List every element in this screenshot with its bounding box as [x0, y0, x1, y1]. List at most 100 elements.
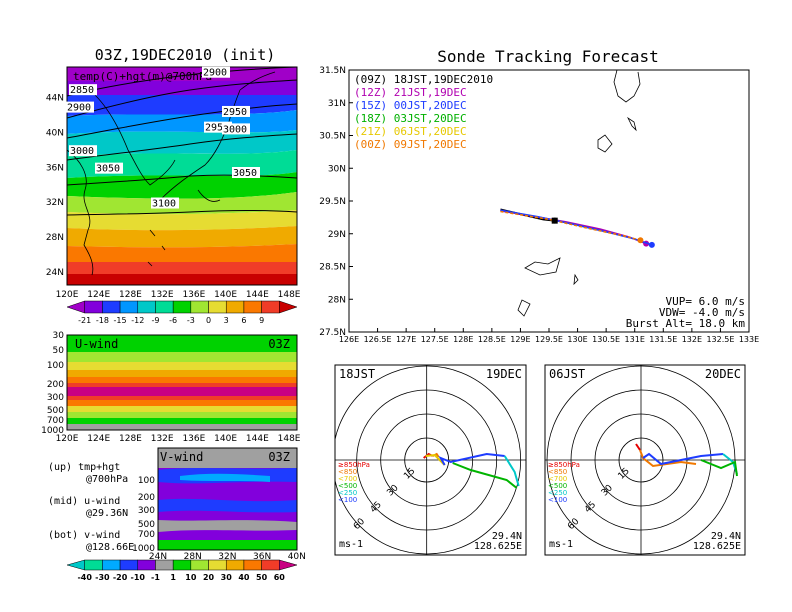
pressure-tick-label: 500 — [138, 520, 155, 530]
uwind-frame — [66, 334, 298, 431]
pressure-tick-label: 300 — [138, 506, 155, 516]
contour-label: 2900 — [67, 103, 91, 114]
pressure-tick-label: 500 — [47, 406, 64, 416]
lon-tick-label: 132.5E — [706, 335, 734, 344]
lat-tick-label: 40N — [46, 128, 64, 138]
track-square-marker — [551, 217, 558, 224]
lon-tick-label: 126E — [339, 335, 359, 344]
colorbar-swatch — [172, 300, 192, 314]
note-line: @700hPa — [86, 474, 128, 485]
colorbar-swatch — [243, 559, 262, 571]
colorbar-swatch — [279, 559, 298, 571]
lon-tick-label: 128.5E — [478, 335, 506, 344]
colorbar-swatch — [155, 300, 174, 314]
lat-tick-label: 31.5N — [319, 66, 346, 76]
temp-colorbar: -21 -18 -15 -12 -9 -6 -3 0 3 6 9 — [66, 300, 298, 325]
colorbar-label: -12 — [131, 316, 144, 325]
colorbar-swatch — [208, 559, 227, 571]
contour-label-bg — [151, 197, 179, 209]
pressure-tick-label: 200 — [47, 380, 64, 390]
pressure-legend-item: <700 — [338, 475, 357, 483]
lat-tick-label: 31N — [328, 99, 346, 109]
colorbar-label: 1 — [170, 573, 176, 582]
pressure-legend-item: <700 — [548, 475, 567, 483]
hodograph-segment — [425, 453, 446, 466]
contour-label-bg — [66, 101, 94, 113]
track-legend-item: (00Z) 09JST,20DEC — [354, 138, 467, 151]
contour-label: 3050 — [96, 164, 120, 175]
pressure-legend-item: <500 — [338, 482, 357, 490]
lat-tick-label: 28N — [328, 295, 346, 305]
colorbar-swatch — [119, 300, 139, 314]
contour-label: 3000 — [70, 146, 94, 157]
colorbar-label: -10 — [131, 573, 146, 582]
lat-tick-label: 28N — [184, 552, 202, 562]
lat-tick-label: 32N — [46, 198, 64, 208]
contour-label: 3050 — [233, 168, 257, 179]
lon-tick-label: 132E — [151, 434, 174, 444]
hodograph-unit: ms-1 — [549, 539, 573, 550]
colorbar-swatch — [225, 559, 245, 571]
lon-tick-label: 132E — [682, 335, 702, 344]
colorbar-label: 30 — [221, 573, 233, 582]
pressure-legend-item: <850 — [548, 468, 567, 476]
note-line: @128.66E — [86, 542, 134, 553]
colorbar-swatch — [261, 559, 280, 571]
colorbar-swatch — [190, 559, 209, 571]
hodograph-date: 19DEC — [486, 367, 522, 381]
colorbar-swatch — [137, 300, 156, 314]
colorbar-label: 9 — [259, 316, 264, 325]
track-legend-item: (09Z) 18JST,19DEC2010 — [354, 73, 493, 86]
uwind-lon-ticks: 120E 124E 128E 132E 136E 140E 144E 148E — [56, 434, 301, 444]
colorbar-swatch — [279, 300, 298, 314]
colorbar-label: 20 — [203, 573, 215, 582]
vwind-lat-ticks: 24N 28N 32N 36N 40N — [149, 552, 306, 562]
hodograph-segment — [503, 455, 520, 487]
pressure-tick-label: 300 — [47, 393, 64, 403]
lat-tick-label: 30.5N — [319, 132, 346, 142]
colorbar-label: 3 — [224, 316, 229, 325]
lon-tick-label: 128E — [119, 290, 142, 300]
pressure-tick-label: 1000 — [41, 426, 64, 436]
lon-tick-label: 131E — [625, 335, 645, 344]
hodograph-lon: 128.625E — [693, 541, 741, 552]
contour-label-bg — [232, 167, 260, 178]
hodograph-trace — [423, 452, 520, 489]
colorbar-label: -30 — [95, 573, 110, 582]
lon-tick-label: 148E — [278, 434, 301, 444]
colorbar-label: -9 — [151, 316, 159, 325]
colorbar-swatch — [190, 300, 209, 314]
flight-parameter: VDW= -4.0 m/s — [659, 306, 745, 319]
track-map — [500, 70, 655, 317]
vwind-panel — [158, 448, 297, 550]
contour-label: 2900 — [203, 68, 227, 79]
lon-tick-label: 120E — [56, 290, 79, 300]
panel-notes: (up) tmp+hgt@700hPa (mid) u-wind@29.36N (b… — [48, 462, 134, 553]
contour-label-bg — [222, 123, 250, 135]
track-legend-item: (18Z) 03JST,20DEC — [354, 112, 467, 125]
pressure-legend-item: <100 — [338, 496, 357, 504]
lat-tick-label: 28N — [46, 233, 64, 243]
lat-tick-label: 27.5N — [319, 328, 346, 338]
lon-tick-label: 144E — [246, 290, 269, 300]
note-line: (mid) u-wind — [48, 496, 120, 507]
hodograph-time: 18JST — [339, 367, 375, 381]
pressure-tick-label: 1000 — [132, 544, 155, 554]
flight-parameter: VUP= 6.0 m/s — [666, 295, 745, 308]
contour-label: 2850 — [70, 85, 94, 96]
colorbar-label: 6 — [241, 316, 246, 325]
note-line: @29.36N — [86, 508, 128, 519]
colorbar-swatch — [137, 559, 156, 571]
contour-label-bg — [204, 121, 232, 133]
lat-tick-label: 29N — [328, 230, 346, 240]
contour-label: 2950 — [223, 107, 247, 118]
flight-parameter: Burst Alt= 18.0 km — [626, 317, 746, 330]
colorbar-swatch — [208, 300, 227, 314]
pressure-legend-item: <500 — [548, 482, 567, 490]
temp-map-frame — [66, 66, 298, 286]
lon-tick-label: 140E — [214, 290, 237, 300]
